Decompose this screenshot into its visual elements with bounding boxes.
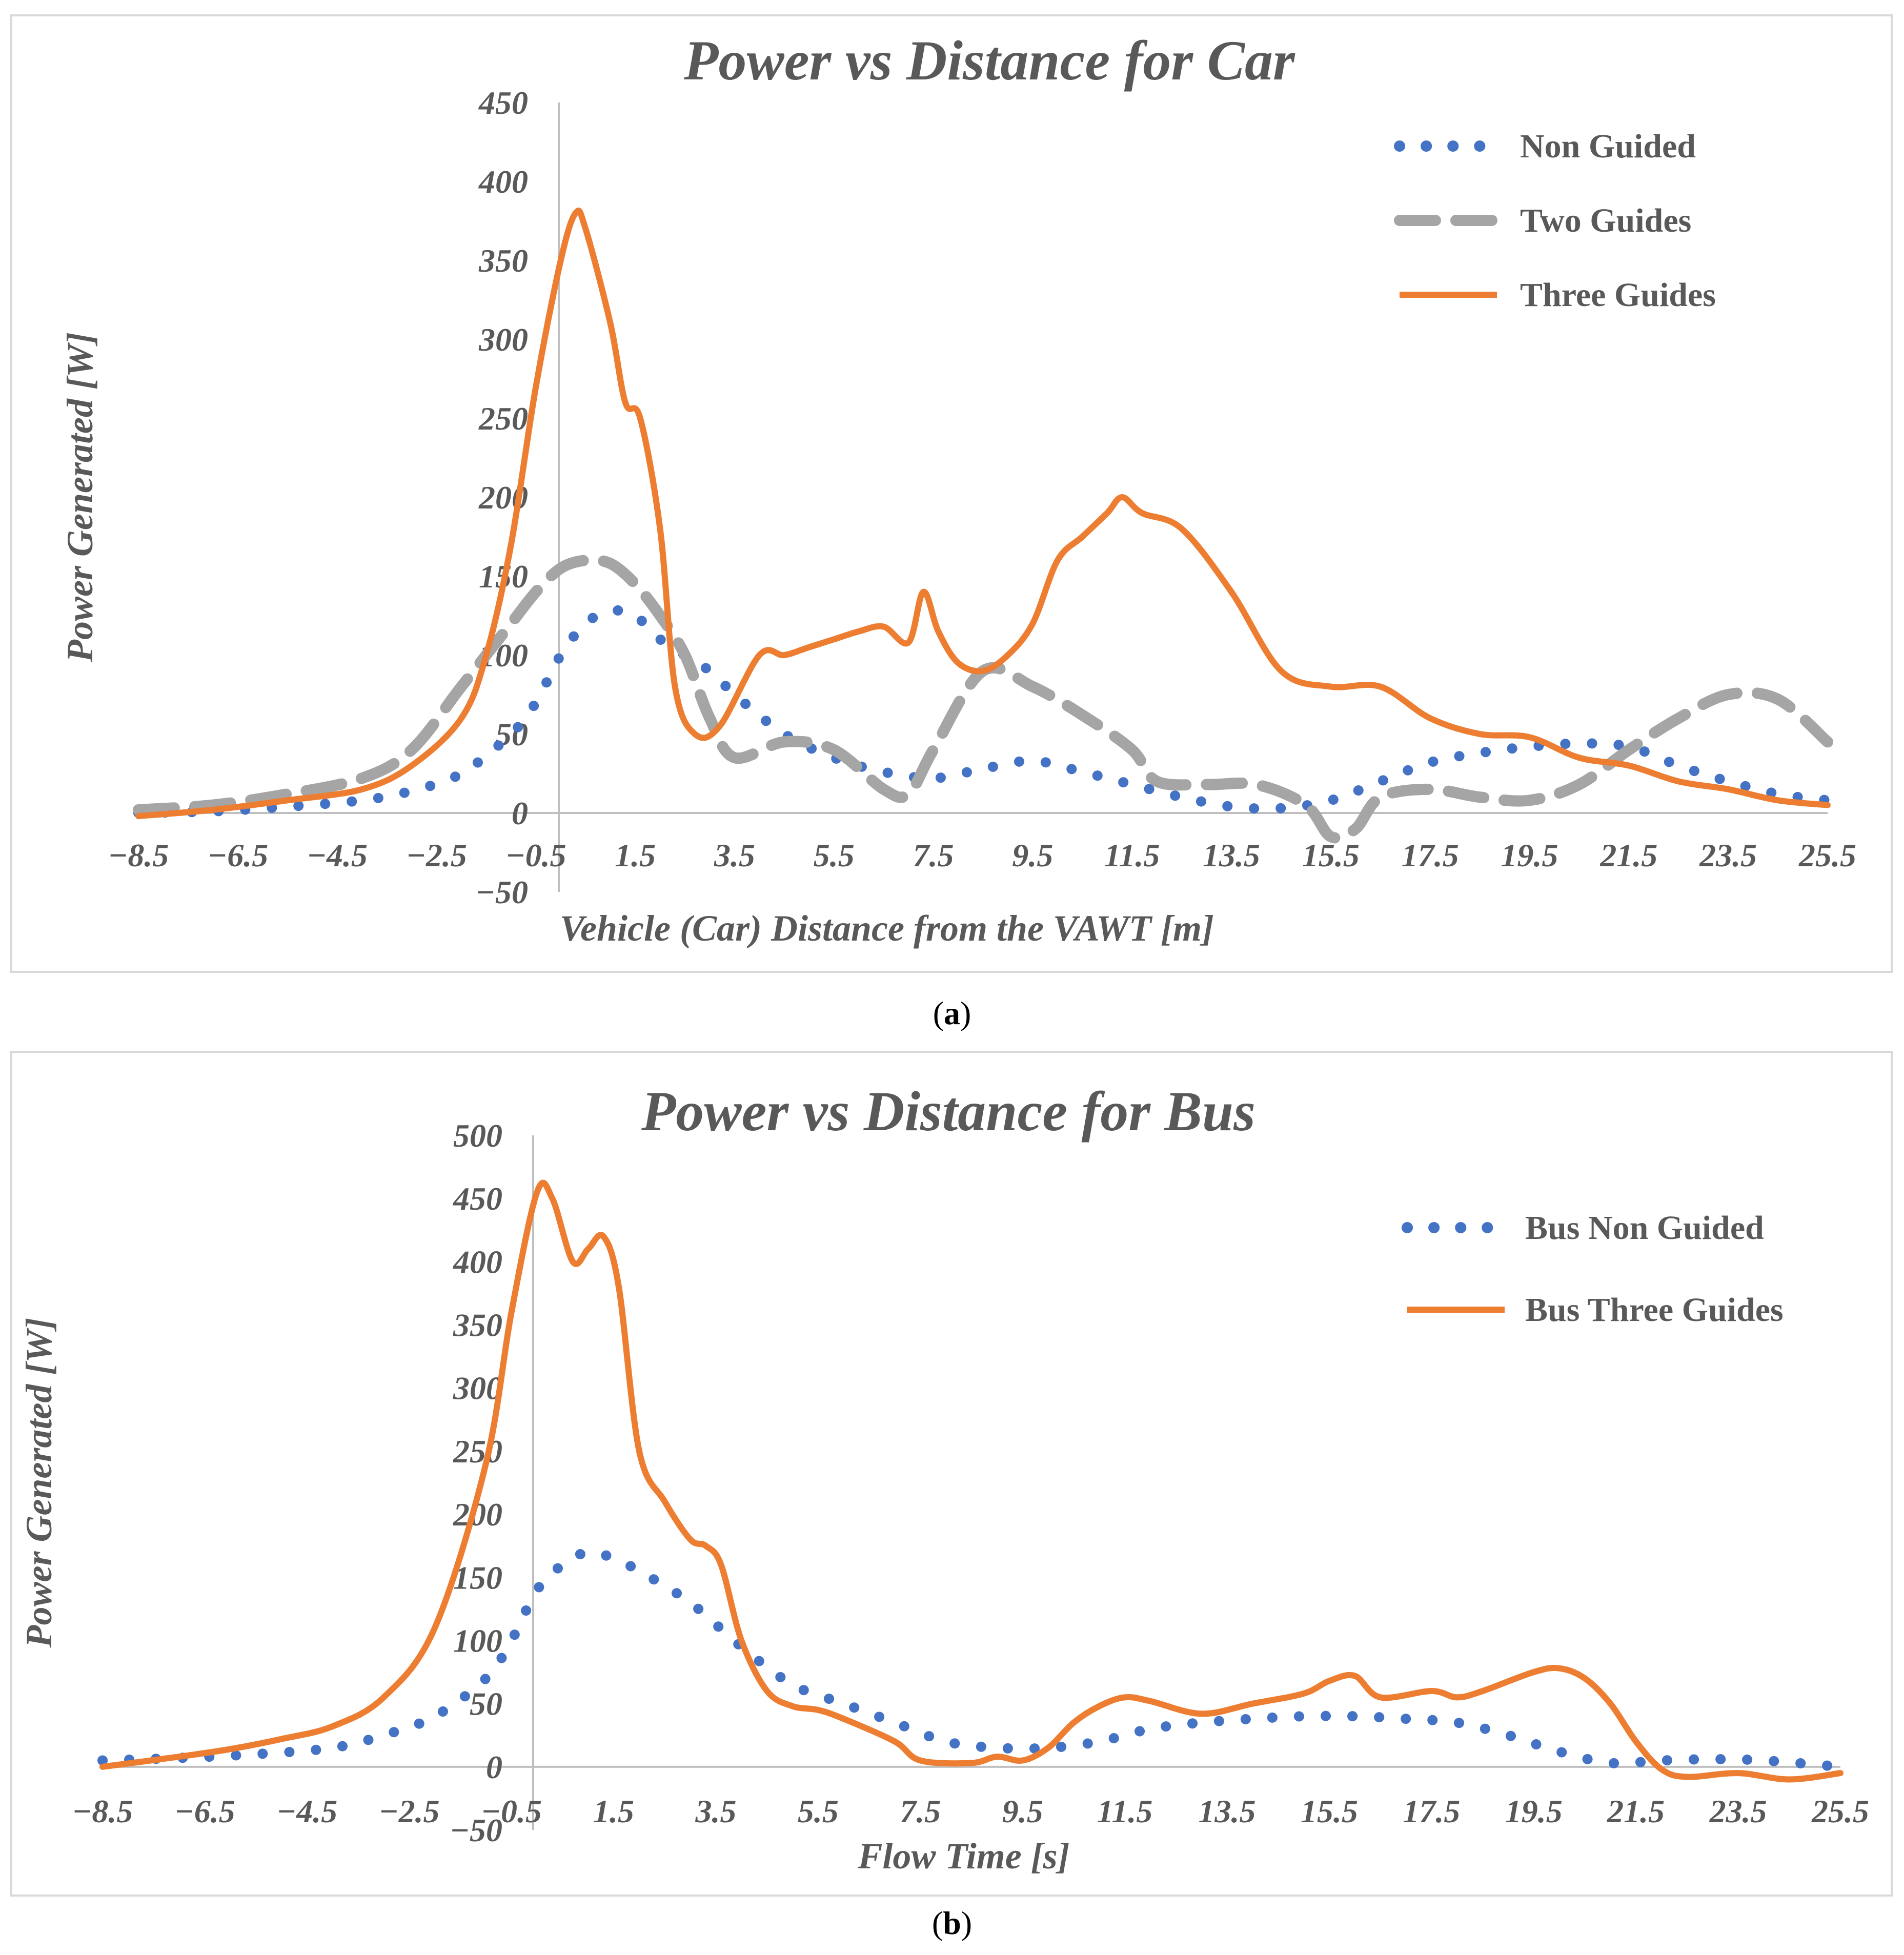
x-tick-label: −6.5 bbox=[174, 1793, 235, 1829]
y-tick-label: 150 bbox=[453, 1559, 502, 1596]
x-tick-label: 23.5 bbox=[1699, 837, 1757, 873]
series-line-two-guides bbox=[133, 554, 1833, 844]
y-tick-label: 400 bbox=[478, 164, 528, 200]
x-tick-label: 25.5 bbox=[1798, 837, 1856, 873]
x-tick-label: 9.5 bbox=[1002, 1793, 1043, 1829]
x-tick-label: −2.5 bbox=[379, 1793, 440, 1829]
y-tick-label: 400 bbox=[453, 1244, 502, 1280]
y-tick-label: 100 bbox=[453, 1622, 502, 1659]
x-tick-label: 1.5 bbox=[615, 837, 656, 873]
x-tick-label: 5.5 bbox=[798, 1793, 839, 1829]
x-tick-label: 19.5 bbox=[1505, 1793, 1563, 1829]
y-tick-label: 300 bbox=[478, 321, 528, 358]
chart-title: Power vs Distance for Car bbox=[683, 29, 1295, 92]
chart-a: Power vs Distance for Car−50050100150200… bbox=[59, 29, 1856, 949]
x-tick-label: 21.5 bbox=[1607, 1793, 1665, 1829]
x-tick-label: 17.5 bbox=[1403, 1793, 1460, 1829]
x-tick-label: 13.5 bbox=[1203, 837, 1260, 873]
x-tick-label: −0.5 bbox=[481, 1793, 542, 1829]
y-tick-label: −50 bbox=[450, 1812, 502, 1848]
legend-label-non-guided: Non Guided bbox=[1520, 128, 1696, 165]
y-axis-label: Power Generated [W] bbox=[59, 332, 100, 663]
x-tick-label: 7.5 bbox=[900, 1793, 941, 1829]
x-tick-label: 17.5 bbox=[1402, 837, 1459, 873]
x-tick-label: 5.5 bbox=[814, 837, 855, 873]
x-tick-label: 15.5 bbox=[1301, 1793, 1358, 1829]
x-tick-label: 25.5 bbox=[1811, 1793, 1869, 1829]
x-tick-label: 1.5 bbox=[593, 1793, 634, 1829]
caption-b: (b) bbox=[931, 1905, 973, 1941]
x-tick-label: 21.5 bbox=[1599, 837, 1657, 873]
y-tick-label: 350 bbox=[478, 242, 528, 279]
series-line-bus-non-guided bbox=[97, 1546, 1846, 1772]
x-tick-label: −4.5 bbox=[307, 837, 368, 873]
x-tick-label: 11.5 bbox=[1104, 837, 1160, 873]
y-tick-label: 300 bbox=[453, 1370, 502, 1407]
x-tick-label: 15.5 bbox=[1302, 837, 1360, 873]
x-tick-label: 7.5 bbox=[913, 837, 954, 873]
x-tick-label: 19.5 bbox=[1501, 837, 1558, 873]
y-tick-label: 50 bbox=[470, 1686, 502, 1722]
y-tick-label: 450 bbox=[478, 85, 528, 121]
x-tick-label: −2.5 bbox=[406, 837, 467, 873]
y-tick-label: 0 bbox=[486, 1749, 502, 1785]
x-axis-label: Flow Time [s] bbox=[857, 1836, 1069, 1877]
x-tick-label: 13.5 bbox=[1199, 1793, 1256, 1829]
x-tick-label: −4.5 bbox=[276, 1793, 337, 1829]
series-line-three-guides bbox=[135, 208, 1831, 820]
x-tick-label: 9.5 bbox=[1012, 837, 1053, 873]
legend-label-bus-non-guided: Bus Non Guided bbox=[1525, 1209, 1764, 1247]
series-line-non-guided bbox=[133, 605, 1833, 818]
y-tick-label: 450 bbox=[453, 1180, 502, 1217]
x-tick-label: 11.5 bbox=[1097, 1793, 1152, 1829]
y-axis-label: Power Generated [W] bbox=[18, 1318, 59, 1648]
chart-title: Power vs Distance for Bus bbox=[641, 1080, 1255, 1143]
chart-b-frame bbox=[10, 1051, 1893, 1897]
x-tick-label: −6.5 bbox=[207, 837, 268, 873]
x-tick-label: 3.5 bbox=[714, 837, 755, 873]
x-tick-label: −8.5 bbox=[72, 1793, 133, 1829]
y-tick-label: 250 bbox=[453, 1433, 502, 1470]
x-tick-label: −8.5 bbox=[108, 837, 169, 873]
legend-label-three-guides: Three Guides bbox=[1520, 276, 1716, 314]
x-axis-label: Vehicle (Car) Distance from the VAWT [m] bbox=[560, 908, 1214, 949]
y-tick-label: −50 bbox=[475, 874, 528, 910]
y-tick-label: 0 bbox=[512, 795, 528, 831]
x-tick-label: 23.5 bbox=[1709, 1793, 1767, 1829]
series-line-bus-three-guides bbox=[99, 1179, 1844, 1783]
legend-label-bus-three-guides: Bus Three Guides bbox=[1525, 1291, 1784, 1329]
y-tick-label: 350 bbox=[453, 1307, 502, 1343]
y-tick-label: 250 bbox=[478, 400, 528, 437]
legend-label-two-guides: Two Guides bbox=[1520, 202, 1691, 239]
x-tick-label: −0.5 bbox=[505, 837, 566, 873]
x-tick-label: 3.5 bbox=[695, 1793, 736, 1829]
y-tick-label: 500 bbox=[453, 1117, 502, 1154]
caption-a: (a) bbox=[933, 995, 971, 1031]
